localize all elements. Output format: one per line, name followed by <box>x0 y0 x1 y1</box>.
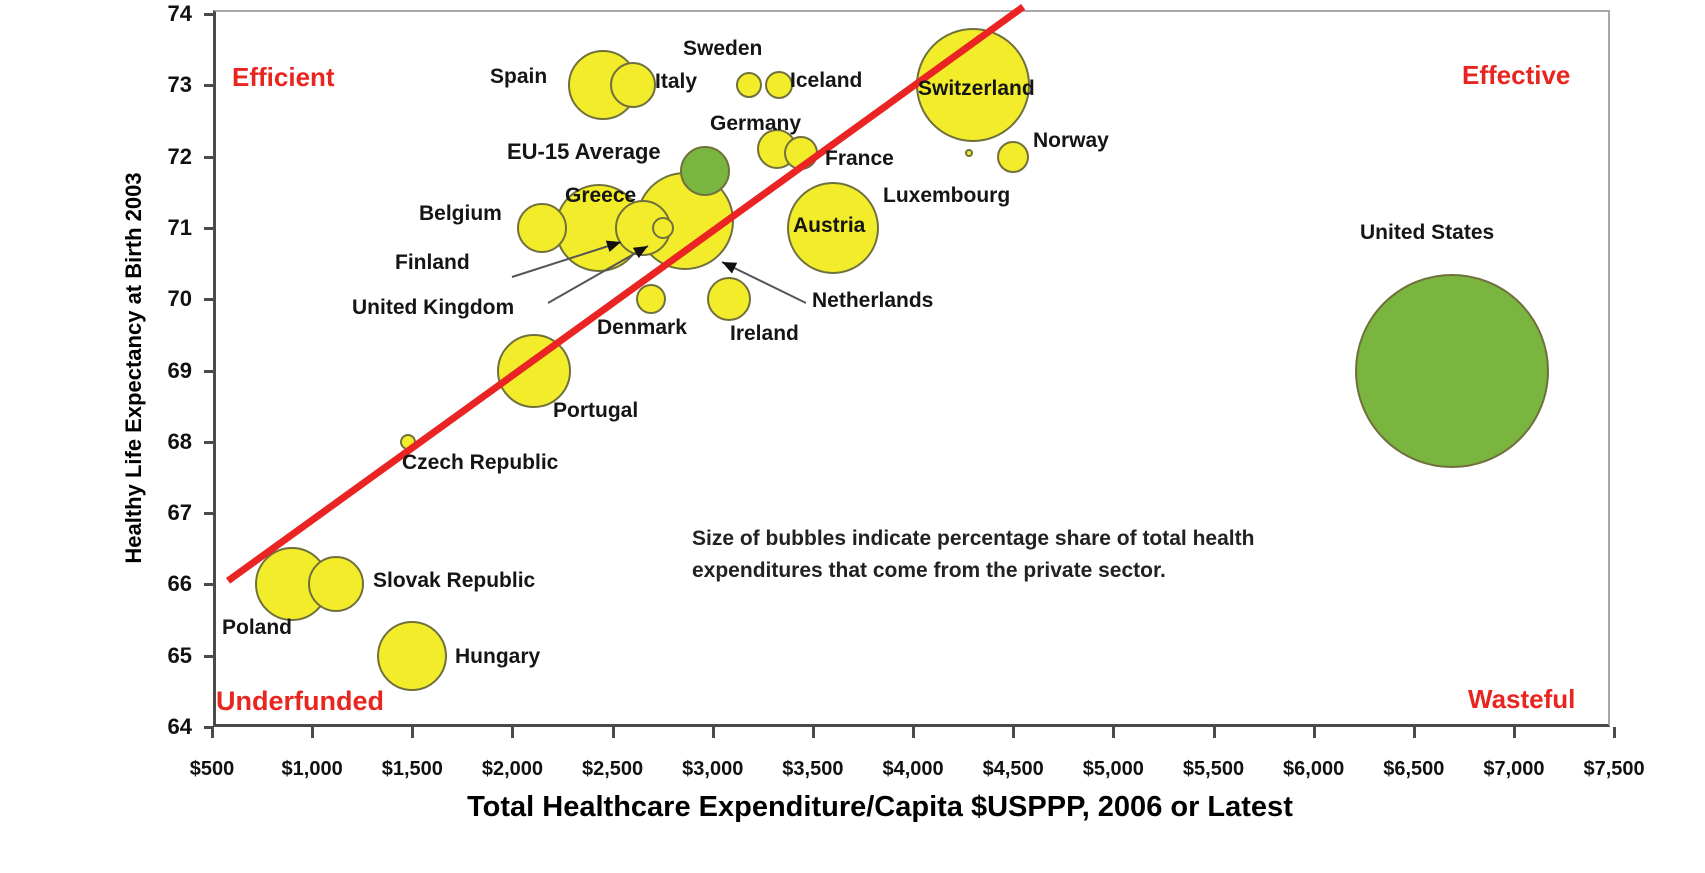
y-tick-mark-72 <box>204 155 213 159</box>
label-united-states: United States <box>1360 221 1495 244</box>
label-poland: Poland <box>222 616 293 639</box>
bubble-portugal <box>497 333 572 408</box>
y-tick-label-73: 73 <box>167 72 192 98</box>
y-tick-mark-69 <box>204 369 213 373</box>
label-netherlands: Netherlands <box>812 289 934 312</box>
label-eu-15-average: EU-15 Average <box>507 139 661 164</box>
label-hungary: Hungary <box>455 645 541 668</box>
label-ireland: Ireland <box>730 322 799 345</box>
x-tick-label-7000: $7,000 <box>1483 758 1545 780</box>
y-tick-label-68: 68 <box>167 428 192 454</box>
x-tick-label-1000: $1,000 <box>281 758 343 780</box>
y-axis-title: Healthy Life Expectancy at Birth 2003 <box>121 172 146 564</box>
y-tick-label-69: 69 <box>167 357 192 383</box>
y-tick-label-65: 65 <box>167 642 192 668</box>
x-tick-mark-5500 <box>1212 727 1216 738</box>
y-tick-label-67: 67 <box>167 500 192 526</box>
y-tick-label-64: 64 <box>167 714 192 739</box>
bubble-sweden <box>735 72 762 99</box>
y-tick-label-74: 74 <box>167 1 192 26</box>
x-tick-mark-6500 <box>1412 727 1416 738</box>
x-tick-mark-6000 <box>1312 727 1316 738</box>
bubble-united-kingdom <box>651 216 674 239</box>
x-tick-label-6500: $6,500 <box>1383 758 1445 780</box>
x-tick-mark-3000 <box>711 727 715 738</box>
y-tick-label-70: 70 <box>167 286 192 312</box>
bubble-hungary <box>377 620 448 691</box>
y-tick-mark-70 <box>204 298 213 302</box>
x-tick-mark-2500 <box>611 727 615 738</box>
bubble-iceland <box>764 71 793 100</box>
x-tick-label-3000: $3,000 <box>682 758 744 780</box>
x-tick-label-7500: $7,500 <box>1583 758 1645 780</box>
x-tick-mark-1500 <box>411 727 415 738</box>
y-tick-mark-65 <box>204 654 213 658</box>
label-belgium: Belgium <box>419 202 502 225</box>
label-italy: Italy <box>655 70 698 93</box>
label-switzerland: Switzerland <box>918 77 1035 100</box>
x-tick-mark-4500 <box>1012 727 1016 738</box>
quadrant-label-wasteful: Wasteful <box>1468 684 1576 714</box>
bubble-united-states <box>1354 273 1549 468</box>
quadrant-label-underfunded: Underfunded <box>216 686 384 716</box>
bubble-size-note-line2: expenditures that come from the private … <box>692 559 1166 582</box>
bubble-ireland <box>706 277 751 322</box>
quadrant-label-efficient: Efficient <box>232 62 335 92</box>
label-portugal: Portugal <box>553 399 639 422</box>
bubble-italy <box>609 62 656 109</box>
label-greece: Greece <box>565 184 637 207</box>
x-tick-mark-3500 <box>811 727 815 738</box>
bubble-eu-15-average <box>679 145 730 196</box>
bubble-france <box>783 136 818 171</box>
x-tick-label-500: $500 <box>189 758 235 780</box>
x-tick-label-2000: $2,000 <box>481 758 544 780</box>
y-tick-label-72: 72 <box>167 143 192 169</box>
bubble-denmark <box>635 284 666 315</box>
label-spain: Spain <box>490 65 548 88</box>
label-finland: Finland <box>395 251 470 274</box>
bubble-norway <box>997 140 1030 173</box>
x-tick-mark-5000 <box>1112 727 1116 738</box>
bubble-czech-republic <box>400 433 417 450</box>
x-tick-mark-7500 <box>1613 727 1617 738</box>
label-sweden: Sweden <box>683 37 763 60</box>
bubble-size-note-line1: Size of bubbles indicate percentage shar… <box>692 527 1255 550</box>
x-tick-label-1500: $1,500 <box>381 758 443 780</box>
y-tick-mark-66 <box>204 583 213 587</box>
x-tick-label-4000: $4,000 <box>882 758 944 780</box>
quadrant-label-effective: Effective <box>1462 60 1571 90</box>
bubble-size-note: Size of bubbles indicate percentage shar… <box>692 523 1254 587</box>
label-germany: Germany <box>710 112 802 135</box>
y-tick-mark-73 <box>204 84 213 88</box>
y-tick-label-66: 66 <box>167 571 192 597</box>
y-tick-mark-71 <box>204 226 213 230</box>
x-tick-label-5500: $5,500 <box>1182 758 1245 780</box>
label-france: France <box>825 147 894 170</box>
y-tick-label-71: 71 <box>167 214 192 240</box>
x-tick-label-5000: $5,000 <box>1082 758 1144 780</box>
label-luxembourg: Luxembourg <box>883 184 1011 207</box>
y-tick-mark-67 <box>204 512 213 516</box>
x-axis-title: Total Healthcare Expenditure/Capita $USP… <box>467 791 1293 823</box>
label-iceland: Iceland <box>790 69 863 92</box>
x-tick-label-3500: $3,500 <box>782 758 844 780</box>
x-tick-label-4500: $4,500 <box>982 758 1044 780</box>
y-tick-mark-74 <box>204 13 213 16</box>
x-tick-label-6000: $6,000 <box>1283 758 1345 780</box>
label-czech-republic: Czech Republic <box>402 451 559 474</box>
label-austria: Austria <box>793 214 866 237</box>
label-slovak-republic: Slovak Republic <box>373 569 536 592</box>
y-tick-mark-68 <box>204 440 213 444</box>
x-tick-mark-2000 <box>511 727 515 738</box>
x-tick-label-2500: $2,500 <box>582 758 644 780</box>
x-tick-mark-1000 <box>311 727 315 738</box>
label-denmark: Denmark <box>597 316 687 339</box>
x-tick-mark-4000 <box>912 727 916 738</box>
label-norway: Norway <box>1033 129 1109 152</box>
label-united-kingdom: United Kingdom <box>352 296 515 319</box>
x-tick-mark-500 <box>211 727 214 738</box>
y-tick-mark-64 <box>204 726 213 729</box>
x-tick-mark-7000 <box>1512 727 1516 738</box>
